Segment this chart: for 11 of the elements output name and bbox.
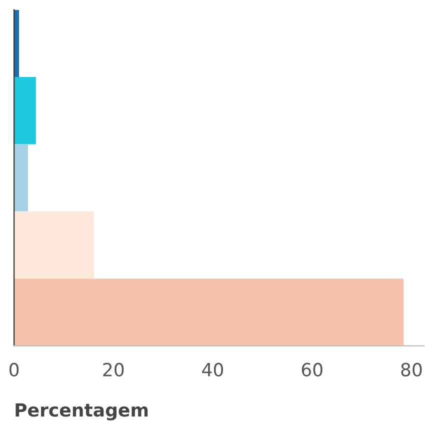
x-tick-label: 40	[202, 362, 224, 376]
x-tick-label: 0	[10, 362, 19, 376]
bar	[14, 144, 28, 212]
bar	[14, 278, 404, 346]
bar	[14, 211, 94, 279]
bar	[14, 77, 36, 144]
x-tick-label: 60	[302, 362, 322, 376]
x-axis-title: Percentagem	[16, 403, 148, 420]
bar	[14, 10, 20, 78]
x-tick-label: 20	[103, 362, 124, 376]
x-tick-label: 80	[401, 362, 422, 376]
